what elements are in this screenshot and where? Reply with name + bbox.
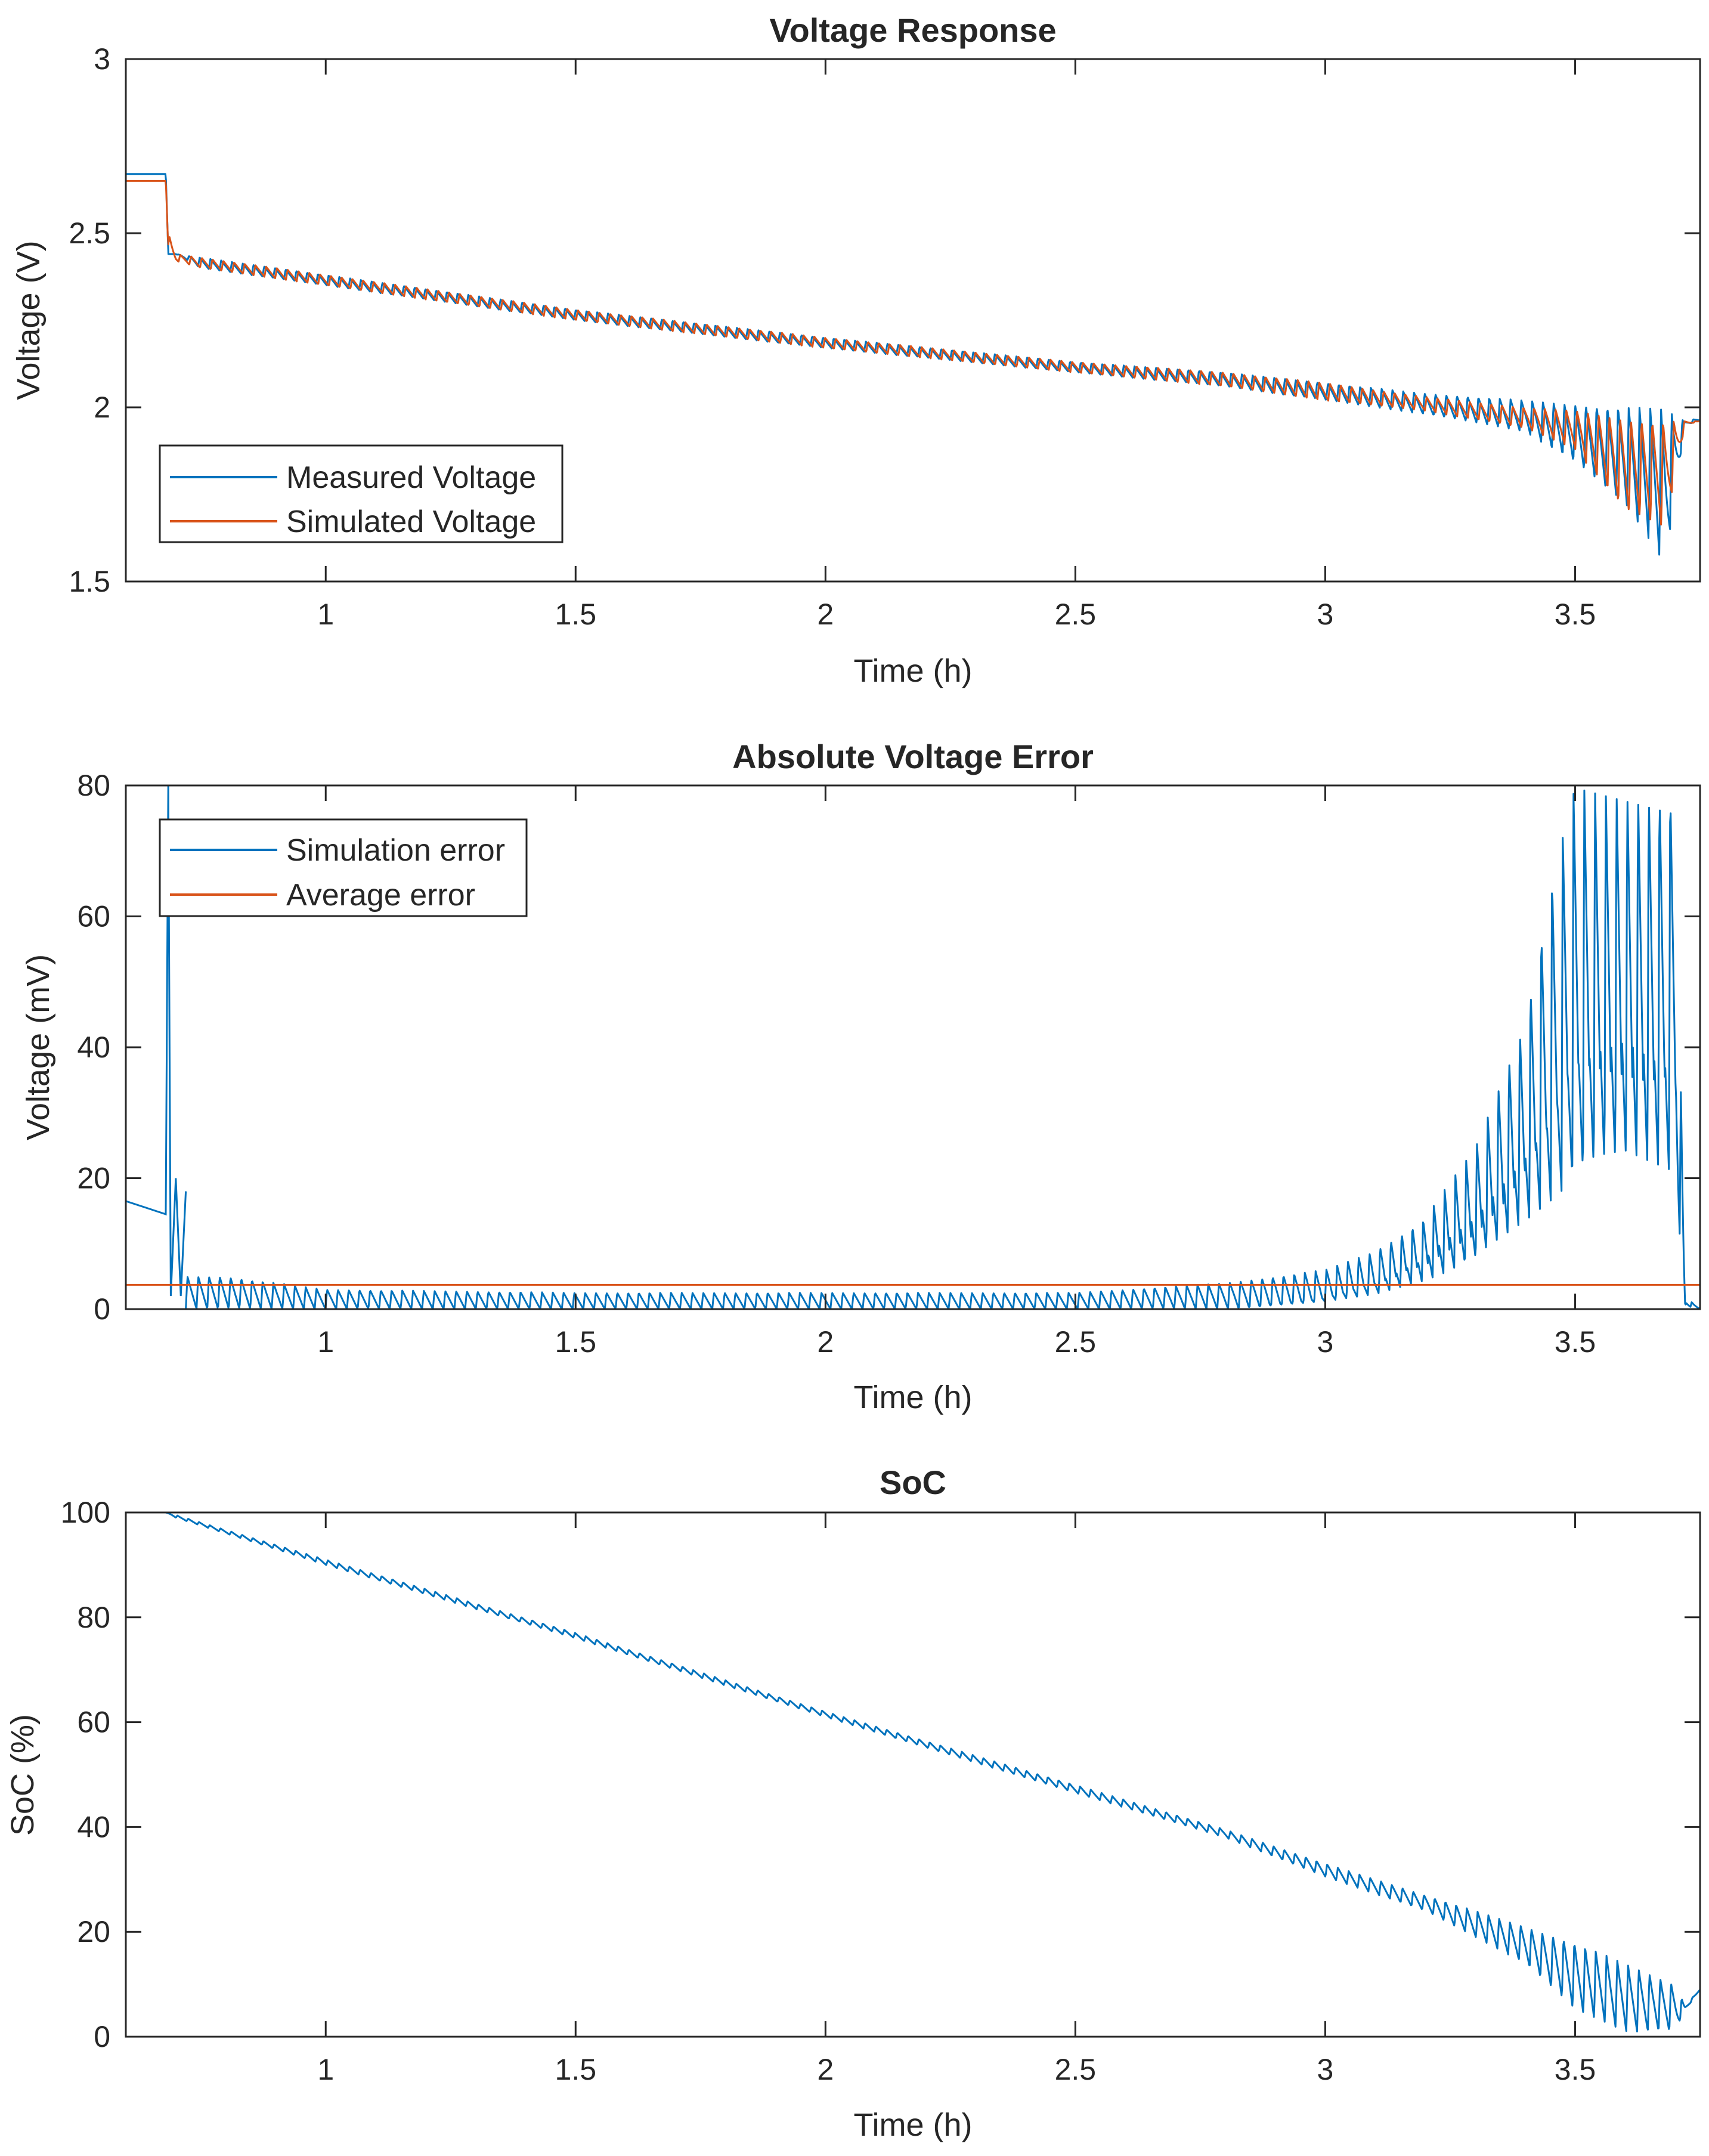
y-tick-label: 60 [77, 1706, 110, 1739]
x-tick-label: 2 [817, 2053, 834, 2086]
series-line-simulation-error-initial [126, 785, 187, 1297]
y-tick-label: 0 [94, 2020, 110, 2053]
soc-panel: SoC 1 1.5 2 2.5 3 3.5 0 20 40 60 80 100 Time (h) So… [5, 1464, 1701, 2143]
plot-area [126, 173, 1700, 556]
y-tick-label: 60 [77, 900, 110, 933]
y-axis-label: Voltage (V) [11, 240, 47, 400]
y-tick-label: 80 [77, 1601, 110, 1634]
y-tick-label: 0 [94, 1292, 110, 1326]
x-tick-label: 1.5 [555, 1325, 597, 1359]
x-tick-label: 1 [317, 2053, 334, 2086]
x-axis-label: Time (h) [854, 653, 973, 689]
y-tick-label: 80 [77, 769, 110, 802]
y-tick-label: 100 [61, 1496, 110, 1529]
y-tick-label: 40 [77, 1810, 110, 1843]
x-tick-label: 3.5 [1555, 598, 1596, 631]
legend-label-simulated: Simulated Voltage [286, 505, 536, 539]
axes-box [125, 1511, 1701, 2038]
series-line-simulation-error [185, 789, 1700, 1309]
x-tick-label: 2.5 [1055, 1325, 1097, 1359]
y-tick-label: 2 [94, 391, 110, 424]
absolute-voltage-error-panel: Absolute Voltage Error 1 1.5 2 2.5 3 3.5 0 20 40… [20, 738, 1701, 1415]
series-line-soc [126, 1512, 1700, 2033]
y-tick-label: 40 [77, 1031, 110, 1064]
plot-area [126, 1512, 1700, 2033]
x-tick-label: 1 [317, 1325, 334, 1359]
x-tick-label: 2.5 [1055, 598, 1097, 631]
chart-title: SoC [880, 1464, 946, 1501]
axes-box [125, 58, 1701, 583]
x-tick-label: 1.5 [555, 598, 597, 631]
legend-box [159, 444, 564, 543]
y-tick-label: 20 [77, 1162, 110, 1195]
legend[interactable]: Simulation error Average error [159, 818, 528, 917]
legend[interactable]: Measured Voltage Simulated Voltage [159, 444, 564, 543]
chart-title: Voltage Response [769, 11, 1056, 49]
x-tick-label: 3.5 [1555, 1325, 1596, 1359]
series-line-simulated-voltage [126, 180, 1700, 526]
x-tick-label: 3 [1317, 598, 1334, 631]
axis-ticks: 1 1.5 2 2.5 3 3.5 1.5 2 2.5 3 [69, 42, 1700, 631]
legend-label-measured: Measured Voltage [286, 460, 536, 495]
y-axis-label: SoC (%) [5, 1714, 41, 1836]
voltage-response-panel: Voltage Response 1 1.5 2 2.5 3 3.5 1.5 2 2.5 3 Ti… [11, 11, 1701, 689]
x-tick-label: 3 [1317, 2053, 1334, 2086]
x-tick-label: 3 [1317, 1325, 1334, 1359]
legend-label-average-error: Average error [286, 878, 475, 912]
chart-title: Absolute Voltage Error [732, 738, 1094, 775]
y-tick-label: 2.5 [69, 216, 110, 250]
x-tick-label: 2.5 [1055, 2053, 1097, 2086]
x-axis-label: Time (h) [854, 2107, 973, 2143]
legend-box [159, 818, 528, 917]
y-tick-label: 3 [94, 42, 110, 76]
x-tick-label: 2 [817, 1325, 834, 1359]
y-tick-label: 20 [77, 1915, 110, 1948]
legend-label-simulation-error: Simulation error [286, 833, 505, 868]
plot-area [126, 785, 1700, 1309]
axis-ticks: 1 1.5 2 2.5 3 3.5 0 20 40 60 80 100 [61, 1496, 1700, 2086]
x-axis-label: Time (h) [854, 1379, 973, 1415]
x-tick-label: 3.5 [1555, 2053, 1596, 2086]
y-axis-label: Voltage (mV) [20, 954, 56, 1140]
x-tick-label: 1 [317, 598, 334, 631]
axis-ticks: 1 1.5 2 2.5 3 3.5 0 20 40 60 80 [77, 769, 1700, 1359]
y-tick-label: 1.5 [69, 565, 110, 598]
x-tick-label: 1.5 [555, 2053, 597, 2086]
x-tick-label: 2 [817, 598, 834, 631]
